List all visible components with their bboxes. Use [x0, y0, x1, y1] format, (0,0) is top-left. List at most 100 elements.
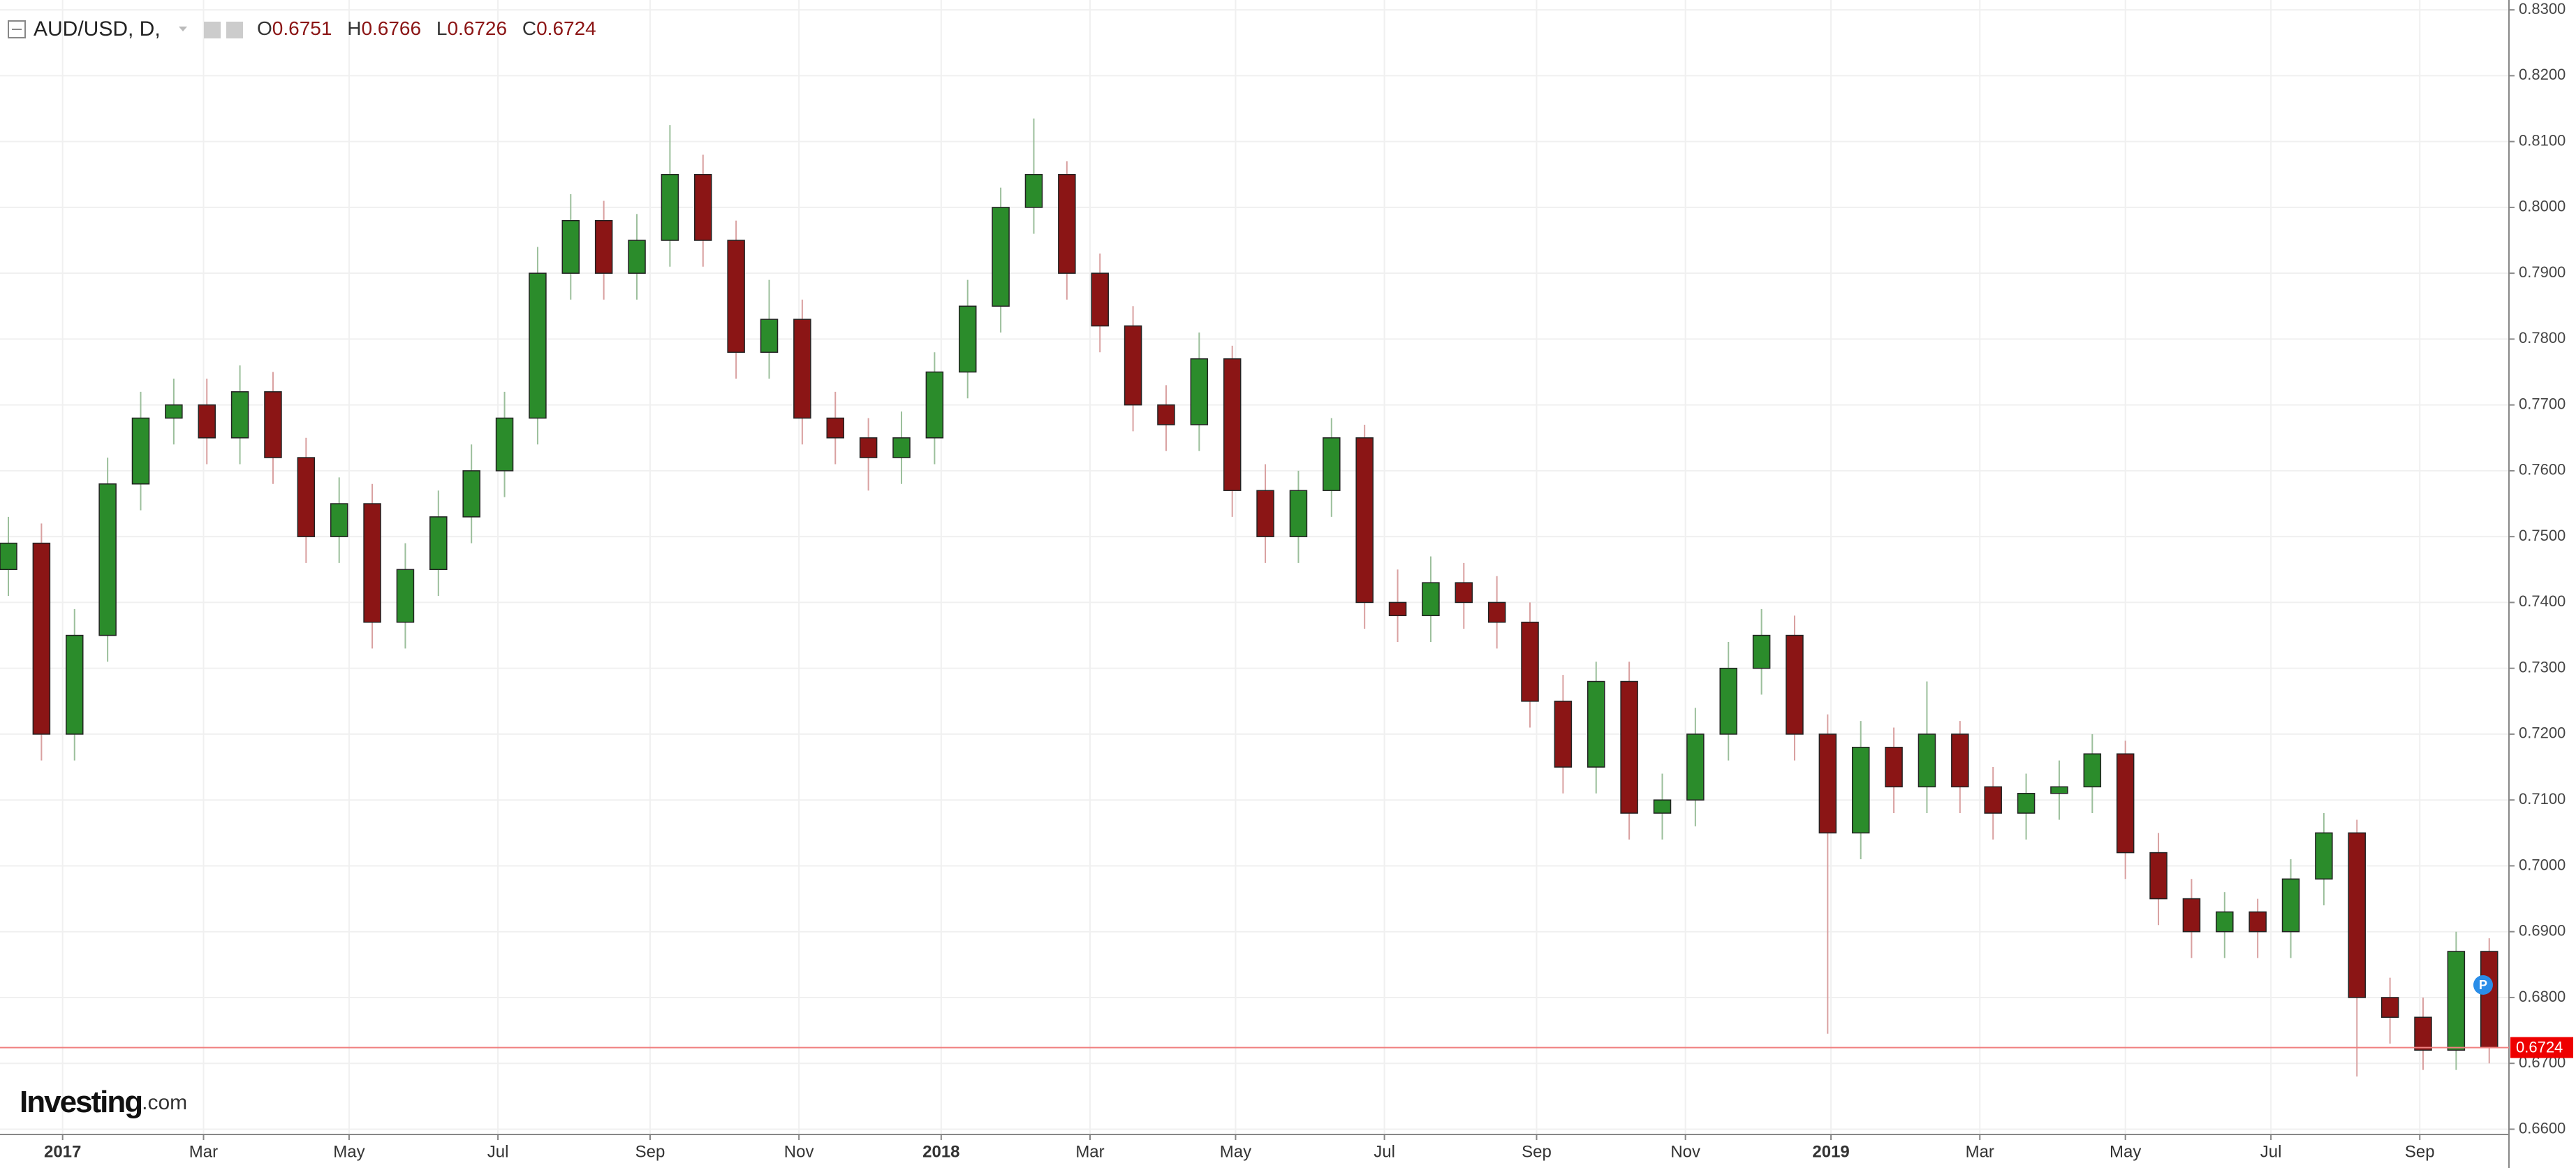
y-tick-label: 0.7700	[2519, 395, 2566, 412]
x-tick-label: May	[2110, 1142, 2141, 1161]
candle-body	[2249, 911, 2267, 933]
x-tick-label: Nov	[784, 1142, 814, 1161]
y-tick-label: 0.7400	[2519, 592, 2566, 610]
candle-body	[529, 272, 547, 419]
candle-body	[1157, 404, 1175, 425]
y-tick-label: 0.8100	[2519, 131, 2566, 149]
candle-body	[0, 542, 17, 571]
candle-body	[1521, 621, 1539, 702]
candle-body	[2348, 832, 2367, 998]
candle-body	[1587, 680, 1605, 768]
x-tick-label: Jul	[487, 1142, 509, 1161]
candle-body	[1885, 747, 1903, 788]
candle-body	[2116, 753, 2135, 854]
candle-body	[2315, 832, 2333, 880]
candle-body	[2216, 911, 2234, 933]
y-tick-label: 0.7900	[2519, 263, 2566, 281]
candle-body	[1752, 634, 1771, 669]
candle-body	[2083, 753, 2102, 788]
candle-body	[1487, 601, 1506, 623]
candle-body	[2447, 951, 2466, 1051]
y-tick-label: 0.6800	[2519, 988, 2566, 1005]
candle-body	[1124, 325, 1142, 406]
high-value: 0.6766	[361, 17, 421, 39]
y-tick-label: 0.7000	[2519, 856, 2566, 873]
x-tick-label: Sep	[2405, 1142, 2435, 1161]
close-value: 0.6724	[536, 17, 596, 39]
candle-body	[2050, 786, 2068, 794]
x-tick-label: Mar	[189, 1142, 218, 1161]
candle-body	[561, 220, 580, 274]
candle-body	[1851, 747, 1870, 834]
candle-body	[2414, 1016, 2432, 1051]
x-tick-label: Mar	[1966, 1142, 1994, 1161]
candle-body	[2149, 852, 2167, 900]
low-label: L	[436, 17, 448, 39]
candle-body	[396, 569, 415, 623]
candle-body	[2182, 898, 2201, 933]
x-tick-label: Sep	[635, 1142, 665, 1161]
candle-body	[1355, 437, 1374, 604]
logo-suffix: .com	[142, 1091, 187, 1114]
candle-body	[925, 371, 944, 439]
candle-body	[1223, 358, 1242, 491]
candle-body	[2380, 997, 2399, 1018]
y-tick-label: 0.6900	[2519, 922, 2566, 940]
y-tick-label: 0.7300	[2519, 658, 2566, 676]
candle-body	[65, 634, 84, 735]
candle-body	[297, 457, 316, 537]
candle-body	[1620, 680, 1638, 814]
alert-marker[interactable]	[2473, 975, 2493, 995]
candle-body	[1455, 582, 1473, 604]
candle-body	[859, 437, 878, 458]
x-tick-label: Jul	[1374, 1142, 1395, 1161]
y-tick-label: 0.7100	[2519, 790, 2566, 808]
y-tick-label: 0.7800	[2519, 329, 2566, 346]
open-value: 0.6751	[272, 17, 332, 39]
logo: Investing.com	[20, 1085, 187, 1119]
candle-body	[1422, 582, 1440, 617]
y-tick-label: 0.8300	[2519, 0, 2566, 17]
candle-body	[98, 483, 117, 636]
hide-icon[interactable]	[226, 22, 243, 38]
candle-body	[1091, 272, 1109, 327]
candle-body	[2017, 793, 2036, 814]
candle-body	[1190, 358, 1209, 425]
y-tick-label: 0.8200	[2519, 66, 2566, 83]
alert-marker-label: P	[2479, 978, 2487, 992]
candle-body	[131, 417, 150, 485]
collapse-button[interactable]	[8, 20, 26, 38]
y-tick-label: 0.6600	[2519, 1119, 2566, 1137]
y-tick-label: 0.7600	[2519, 461, 2566, 479]
candle-body	[230, 391, 249, 439]
x-tick-label: May	[1220, 1142, 1251, 1161]
ohlc: O0.6751 H0.6766 L0.6726 C0.6724	[257, 17, 596, 39]
settings-icon[interactable]	[204, 22, 221, 38]
x-tick-label: 2017	[44, 1142, 81, 1161]
candle-body	[330, 503, 348, 537]
y-tick-label: 0.7200	[2519, 724, 2566, 742]
candle-body	[1653, 799, 1672, 814]
candle-body	[1554, 701, 1573, 768]
candle-body	[198, 404, 216, 439]
last-price-tag	[2510, 1037, 2573, 1058]
dropdown-icon[interactable]	[179, 27, 187, 31]
grid	[0, 0, 2509, 1134]
last-price-label: 0.6724	[2516, 1038, 2563, 1056]
candle-body	[1323, 437, 1341, 491]
x-tick-label: Nov	[1670, 1142, 1700, 1161]
candle-body	[628, 240, 646, 274]
candle-body	[661, 174, 679, 241]
x-tick-label: May	[333, 1142, 365, 1161]
candle-body	[462, 470, 480, 518]
candle-body	[1388, 601, 1407, 617]
candle-body	[793, 319, 811, 419]
x-tick-label: Sep	[1522, 1142, 1552, 1161]
candle-body	[429, 516, 448, 571]
candle-body	[826, 417, 844, 439]
candle-body	[1918, 733, 1936, 788]
candle-body	[264, 391, 282, 458]
x-tick-label: Jul	[2260, 1142, 2282, 1161]
